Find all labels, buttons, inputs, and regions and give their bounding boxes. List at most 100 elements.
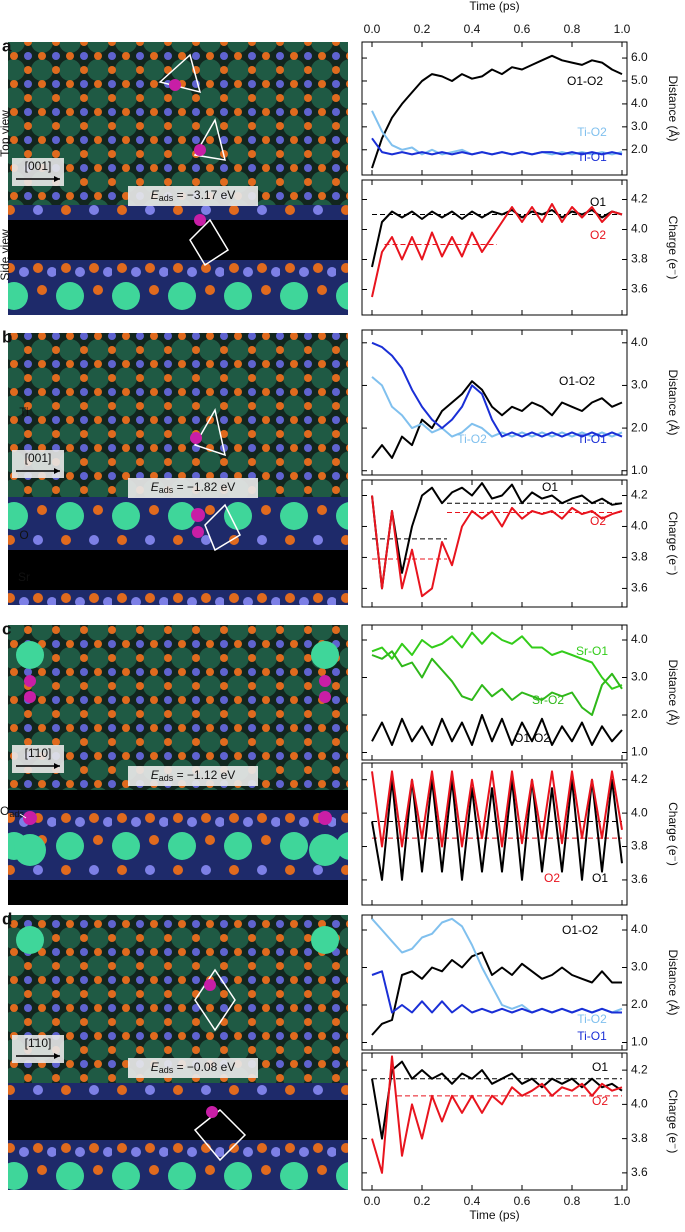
eads-label: Eads = −3.17 eV xyxy=(151,188,236,203)
arrow-head xyxy=(54,1053,60,1059)
y-tick-label: 3.6 xyxy=(631,282,648,296)
eads-symbol: E xyxy=(151,480,160,494)
structure-images xyxy=(8,42,348,1190)
series-line xyxy=(371,376,623,438)
panel-label: c xyxy=(2,619,11,638)
x-tick-label: 0.8 xyxy=(564,1194,581,1208)
plot-frame xyxy=(361,762,628,906)
series-label: O2 xyxy=(590,228,606,242)
y-axis-title: Distance (Å) xyxy=(666,659,681,725)
series-line xyxy=(371,631,623,690)
series-line xyxy=(371,54,623,169)
badge-bg xyxy=(128,766,258,786)
series-line xyxy=(371,482,623,590)
line-chart: 3.6 3.8 4.0 4.2 O1 O2 Charge (e⁻) xyxy=(361,179,680,316)
top-view-image xyxy=(8,333,348,497)
eads-label: Eads = −1.12 eV xyxy=(151,768,236,783)
series-label: O1 xyxy=(542,480,558,494)
eads-value: = −1.12 eV xyxy=(173,768,235,782)
x-tick-label: 0.8 xyxy=(564,22,581,36)
adsorbate-pointer xyxy=(19,813,27,819)
direction-label: [1̄10] xyxy=(25,1036,52,1050)
series-line xyxy=(371,137,623,156)
eads-subscript: ads xyxy=(159,193,174,203)
y-axis-title: Charge (e⁻) xyxy=(666,512,680,576)
atom-label: O xyxy=(19,528,28,542)
y-tick-label: 4.0 xyxy=(631,335,648,349)
badge-bg xyxy=(128,478,258,498)
panel-label: a xyxy=(2,36,12,55)
series-label: Ti-O1 xyxy=(577,432,607,446)
eads-subscript: ads xyxy=(159,773,174,783)
atom-label: Ti xyxy=(19,405,29,419)
arrow-head xyxy=(54,468,60,474)
plot-frame xyxy=(361,329,628,476)
y-tick-label: 2.0 xyxy=(631,142,648,156)
badge-bg xyxy=(128,1058,258,1078)
adsorbate-subscript: ads xyxy=(9,809,24,819)
series-line xyxy=(371,714,623,746)
line-chart: 1.0 2.0 3.0 4.0 O1-O2 Ti-O2 Ti-O1 Distance (Å) xyxy=(361,329,681,477)
y-axis-title: Distance (Å) xyxy=(666,949,681,1015)
eads-badge: Eads = −1.12 eV xyxy=(128,766,258,786)
top-view-image xyxy=(8,625,348,790)
eads-badge: Eads = −3.17 eV xyxy=(128,186,258,206)
series-line xyxy=(371,341,623,438)
y-tick-label: 1.0 xyxy=(631,1035,648,1049)
y-tick-label: 4.0 xyxy=(631,922,648,936)
series-label: Sr-O1 xyxy=(576,644,608,658)
plot-frame xyxy=(361,179,628,316)
series-label: Ti-O1 xyxy=(577,150,607,164)
atom-label: Sr xyxy=(18,570,30,584)
x-axis-title: Time (ps) xyxy=(469,0,519,13)
badge-bg xyxy=(128,186,258,206)
line-chart: 3.6 3.8 4.0 4.2 O1 O2 Charge (e⁻) xyxy=(361,762,680,906)
y-tick-label: 1.0 xyxy=(631,463,648,477)
direction-label: [1̄10] xyxy=(25,746,52,760)
line-chart: 3.6 3.8 4.0 4.2 O1 O2 Charge (e⁻) xyxy=(361,479,680,608)
panel-label: b xyxy=(2,327,12,346)
series-label: Ti-O2 xyxy=(457,432,487,446)
top-view-image xyxy=(8,915,348,1083)
line-chart: 1.0 2.0 3.0 4.0 O1-O2 Ti-O2 Ti-O1 Distance (Å) xyxy=(361,914,681,1051)
series-line xyxy=(371,380,623,459)
y-axis-title: Charge (e⁻) xyxy=(666,802,680,866)
eads-subscript: ads xyxy=(159,485,174,495)
x-tick-label: 0.4 xyxy=(464,1194,481,1208)
plot-frame xyxy=(361,1052,628,1191)
y-tick-label: 3.8 xyxy=(631,252,648,266)
y-tick-label: 1.0 xyxy=(631,745,648,759)
series-line xyxy=(371,650,623,716)
top-view-image xyxy=(8,42,348,205)
y-axis-title: Distance (Å) xyxy=(666,369,681,435)
eads-badge: Eads = −0.08 eV xyxy=(128,1058,258,1078)
side-view-image xyxy=(8,1083,348,1190)
y-tick-label: 3.6 xyxy=(631,1165,648,1179)
adsorbate-label: Oads xyxy=(0,804,24,819)
eads-value: = −3.17 eV xyxy=(173,188,235,202)
series-line xyxy=(371,951,622,1036)
series-label: Sr-O2 xyxy=(532,693,564,707)
y-tick-label: 3.6 xyxy=(631,872,648,886)
series-label: O1-O2 xyxy=(562,923,598,937)
direction-label: [001] xyxy=(25,159,52,173)
x-tick-label: 0.4 xyxy=(464,22,481,36)
y-tick-label: 3.0 xyxy=(631,960,648,974)
direction-badge: [1̄10] xyxy=(12,1035,64,1063)
y-tick-label: 4.0 xyxy=(631,805,648,819)
plot-frame xyxy=(361,479,628,608)
eads-value: = −1.82 eV xyxy=(173,480,235,494)
y-tick-label: 4.0 xyxy=(631,1097,648,1111)
y-axis-title: Distance (Å) xyxy=(666,75,681,141)
badge-bg xyxy=(12,450,64,478)
series-label: O1 xyxy=(592,1060,608,1074)
eads-symbol: E xyxy=(151,1060,160,1074)
y-axis-title: Charge (e⁻) xyxy=(666,1090,680,1154)
adsorbate-symbol: O xyxy=(0,804,9,818)
y-tick-label: 2.0 xyxy=(631,707,648,721)
y-tick-label: 2.0 xyxy=(631,420,648,434)
series-line xyxy=(371,970,622,1014)
series-label: Ti-O2 xyxy=(577,1012,607,1026)
y-tick-label: 3.8 xyxy=(631,550,648,564)
y-tick-label: 2.0 xyxy=(631,997,648,1011)
